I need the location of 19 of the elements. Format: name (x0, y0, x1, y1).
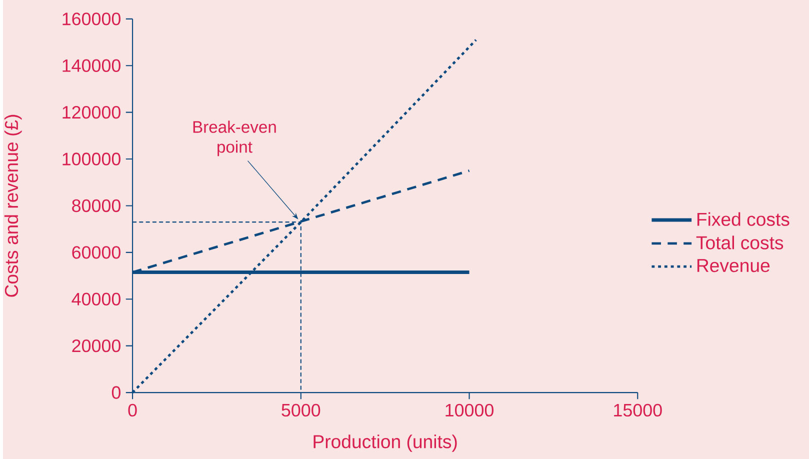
y-tick-label: 120000 (62, 106, 120, 119)
x-axis-title: Production (units) (314, 434, 457, 452)
x-tick-label: 15000 (614, 404, 662, 416)
legend-label: Revenue (697, 259, 770, 272)
y-tick-label: 0 (112, 386, 120, 399)
y-tick-label: 140000 (62, 59, 120, 72)
y-tick-label: 20000 (72, 339, 120, 352)
y-tick-label: 100000 (62, 152, 120, 166)
legend-label: Total costs (696, 236, 784, 250)
y-tick-label: 80000 (72, 199, 120, 212)
x-tick-label: 5000 (282, 404, 320, 416)
annotation: Break-even point (193, 120, 276, 156)
legend-label: Fixed costs (697, 212, 790, 226)
y-axis-title: Costs and revenue (£) (4, 114, 22, 297)
x-tick-label: 10000 (446, 404, 494, 416)
y-tick-label: 40000 (72, 292, 120, 306)
y-tick-label: 60000 (72, 246, 120, 259)
y-tick-label: 160000 (62, 12, 120, 26)
x-tick-label: 0 (128, 404, 137, 416)
